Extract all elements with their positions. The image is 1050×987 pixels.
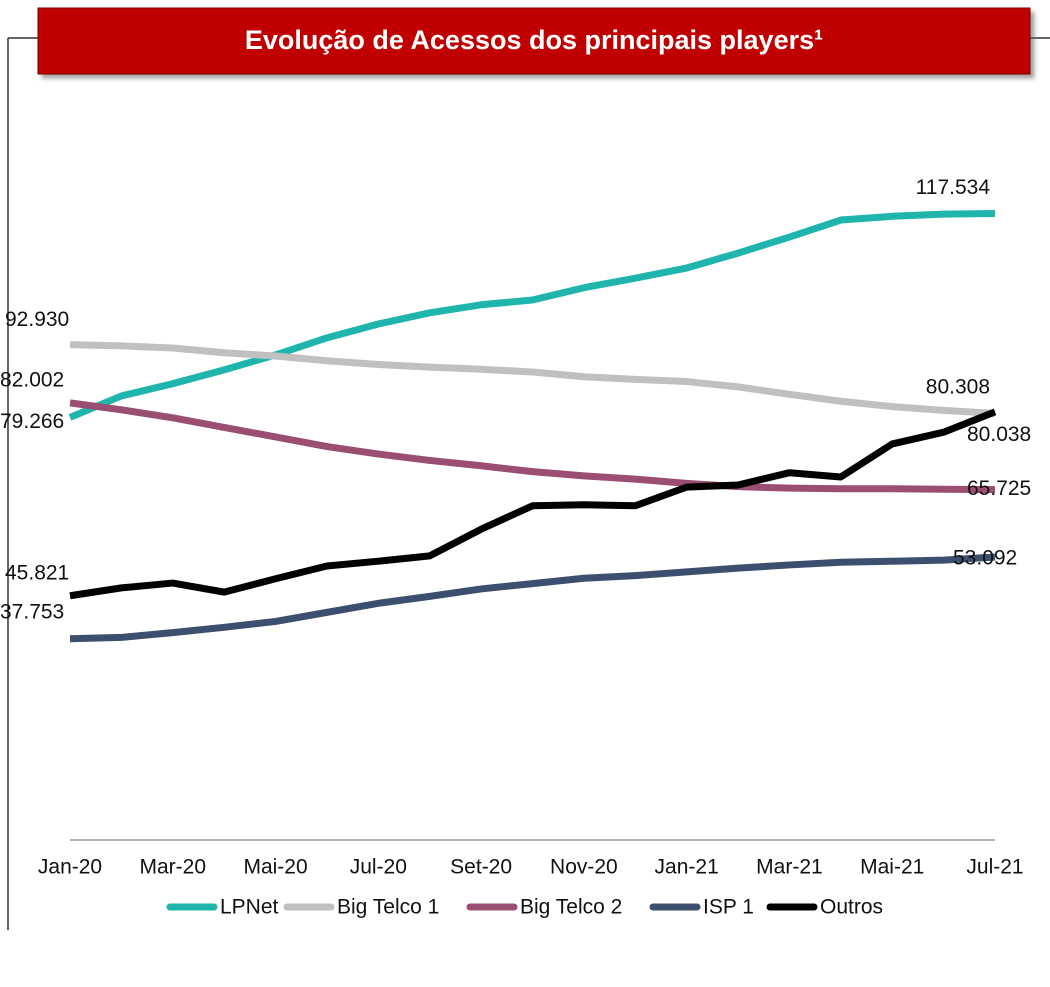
data-label: 80.038 [967, 423, 1031, 446]
data-label: 37.753 [0, 600, 64, 623]
data-label: 80.308 [926, 375, 990, 398]
x-tick-label: Mai-20 [243, 856, 307, 879]
x-tick-label: Mar-21 [756, 856, 823, 879]
series-line [68, 209, 996, 421]
title-banner [37, 7, 1031, 75]
series-line [69, 341, 996, 417]
x-tick-label: Nov-20 [550, 856, 618, 879]
legend-label: LPNet [220, 896, 279, 919]
data-label: 92.930 [5, 308, 69, 331]
data-label: 82.002 [0, 368, 64, 391]
x-tick-label: Mar-20 [140, 856, 207, 879]
x-tick-label: Jan-21 [655, 856, 719, 879]
x-tick-label: Jan-20 [38, 856, 102, 879]
data-label: 79.266 [0, 410, 64, 433]
data-label: 45.821 [5, 561, 69, 584]
legend-label: Big Telco 1 [337, 896, 439, 919]
x-tick-label: Jul-20 [350, 856, 407, 879]
data-label: 117.534 [916, 176, 991, 199]
series-line [69, 553, 996, 643]
data-label: 53.092 [953, 547, 1017, 570]
data-label: 65.725 [967, 477, 1031, 500]
x-tick-label: Jul-21 [966, 856, 1023, 879]
legend-label: Outros [820, 896, 883, 919]
chart-title: Evolução de Acessos dos principais playe… [245, 25, 823, 55]
series-line [69, 408, 997, 600]
x-tick-label: Mai-21 [860, 856, 924, 879]
series-line [69, 399, 996, 494]
legend-label: Big Telco 2 [520, 896, 622, 919]
x-tick-label: Set-20 [450, 856, 512, 879]
legend-label: ISP 1 [703, 896, 754, 919]
